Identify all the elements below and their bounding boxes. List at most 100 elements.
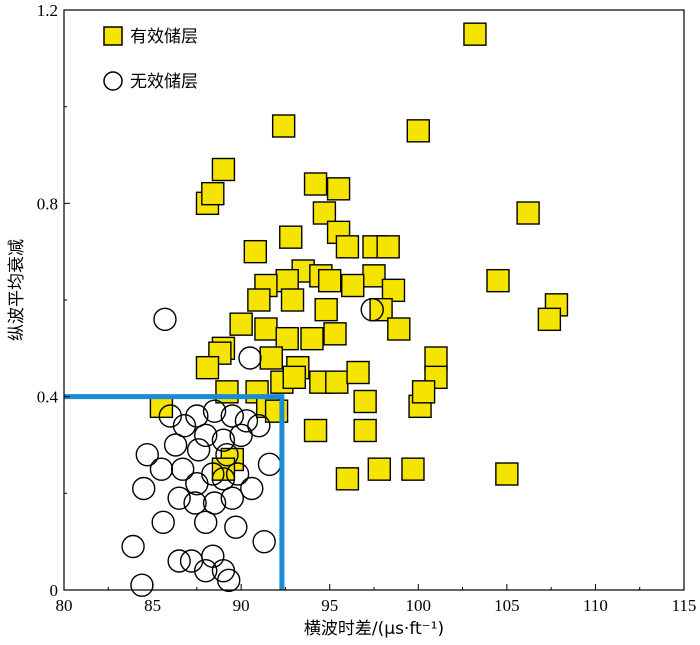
ineffective-point — [202, 399, 227, 423]
ineffective-point — [220, 404, 244, 428]
effective-point — [376, 235, 400, 259]
effective-point — [325, 370, 349, 394]
ineffective-point — [121, 534, 145, 559]
effective-point — [280, 288, 305, 312]
ineffective-point — [135, 442, 159, 467]
effective-point — [247, 288, 271, 312]
ineffective-reservoir-marks — [121, 297, 384, 597]
effective-point — [271, 114, 296, 138]
effective-point — [323, 322, 347, 346]
effective-point — [282, 365, 306, 390]
effective-point — [215, 380, 239, 404]
ineffective-point — [151, 510, 175, 535]
ineffective-point — [185, 404, 209, 428]
ineffective-point — [172, 413, 197, 438]
ineffective-point — [183, 491, 207, 515]
ineffective-point — [217, 568, 241, 593]
effective-point — [335, 235, 360, 259]
effective-point — [326, 177, 351, 201]
ineffective-point — [186, 438, 211, 462]
effective-point — [381, 278, 406, 303]
ineffective-point — [252, 529, 276, 554]
effective-point — [353, 389, 377, 414]
ineffective-point — [240, 476, 264, 501]
ineffective-point — [215, 442, 239, 467]
ineffective-point — [360, 297, 384, 322]
ineffective-point — [238, 346, 262, 370]
x-tick-label: 115 — [672, 596, 697, 615]
effective-point — [401, 457, 425, 481]
effective-point — [195, 355, 220, 380]
legend: 有效储层 无效储层 — [103, 26, 198, 92]
effective-point — [362, 264, 386, 288]
ineffective-point — [194, 423, 218, 448]
ineffective-point — [229, 423, 253, 448]
x-axis-title: 横波时差/(μs·ft⁻¹) — [304, 619, 444, 639]
y-axis-title: 纵波平均衰减 — [7, 239, 27, 341]
x-tick-label: 100 — [406, 596, 432, 615]
ineffective-point — [234, 409, 259, 433]
ineffective-point — [220, 486, 244, 510]
effective-point — [346, 360, 370, 385]
ineffective-point — [211, 428, 236, 452]
effective-point — [369, 297, 393, 322]
y-tick-label: 0 — [50, 581, 59, 600]
effective-point — [537, 307, 562, 332]
ineffective-point — [153, 307, 177, 332]
effective-point — [229, 312, 253, 336]
y-tick-label: 1.2 — [37, 1, 58, 20]
ineffective-point — [224, 515, 248, 539]
effective-point — [341, 273, 365, 298]
effective-point — [516, 201, 540, 225]
effective-point — [243, 239, 268, 264]
ineffective-point — [202, 491, 227, 515]
ineffective-point — [257, 452, 282, 477]
ineffective-point — [225, 462, 250, 486]
ineffective-point — [167, 549, 191, 573]
effective-point — [406, 119, 430, 143]
ineffective-point — [201, 544, 225, 568]
ineffective-point — [247, 413, 271, 438]
x-tick-label: 95 — [321, 596, 338, 615]
effective-point — [335, 467, 360, 491]
effective-point — [486, 268, 510, 293]
ineffective-point — [185, 471, 209, 496]
cutoff-boundary-line — [64, 394, 285, 590]
x-tick-label: 85 — [144, 596, 161, 615]
effective-point — [259, 346, 283, 370]
y-axis-ticks: 0 0.4 0.8 1.2 — [37, 1, 70, 600]
effective-point — [303, 172, 328, 196]
ineffective-point — [149, 457, 174, 481]
legend-marker-ineffective — [103, 71, 123, 91]
effective-point — [367, 457, 392, 481]
effective-reservoir-marks — [149, 22, 569, 491]
y-tick-label: 0.4 — [37, 388, 59, 407]
ineffective-point — [167, 486, 191, 510]
x-tick-label: 90 — [233, 596, 250, 615]
effective-point — [318, 268, 342, 293]
effective-point — [275, 326, 299, 351]
effective-point — [495, 462, 519, 486]
legend-label-effective: 有效储层 — [130, 27, 198, 47]
x-tick-label: 80 — [56, 596, 73, 615]
effective-point — [353, 418, 377, 443]
ineffective-point — [194, 558, 218, 583]
effective-point — [411, 380, 436, 404]
x-tick-label: 105 — [494, 596, 520, 615]
x-tick-label: 110 — [583, 596, 608, 615]
ineffective-point — [211, 467, 236, 491]
effective-point — [211, 157, 236, 182]
legend-label-ineffective: 无效储层 — [130, 72, 198, 92]
effective-point — [463, 22, 487, 46]
ineffective-point — [163, 433, 188, 457]
x-axis-ticks: 80 85 90 95 100 105 110 115 — [56, 584, 697, 615]
ineffective-point — [132, 476, 156, 501]
legend-marker-effective — [103, 26, 123, 46]
effective-point — [303, 418, 328, 443]
y-tick-label: 0.8 — [37, 194, 58, 213]
effective-point — [254, 317, 278, 341]
effective-point — [300, 326, 324, 351]
effective-point — [279, 225, 303, 249]
effective-point — [201, 181, 225, 206]
